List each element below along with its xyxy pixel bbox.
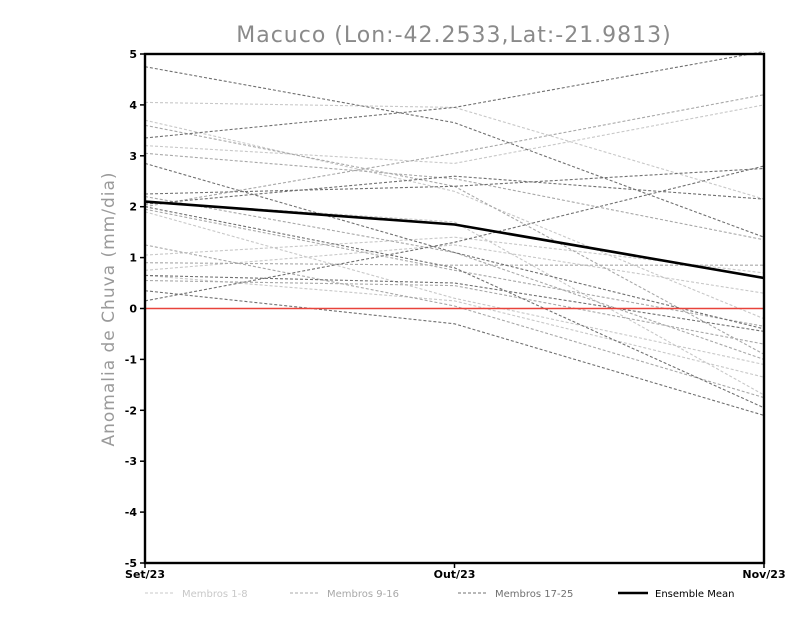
- member-line-20: [144, 167, 765, 195]
- legend: Membros 1-8 Membros 9-16 Membros 17-25 Ense…: [145, 589, 734, 600]
- ensemble-mean-line: [144, 200, 765, 280]
- y-tick-label: 0: [129, 303, 137, 316]
- y-tick-label: 4: [129, 99, 137, 112]
- y-tick-label: -5: [125, 557, 137, 570]
- y-tick-label: 3: [129, 150, 137, 163]
- member-line-10: [144, 152, 765, 241]
- member-line-2: [144, 119, 765, 320]
- y-tick-label: -1: [125, 353, 137, 366]
- member-line-25: [144, 290, 765, 416]
- legend-label-2: Membros 9-16: [327, 589, 399, 600]
- y-tick-label: -2: [125, 404, 137, 417]
- member-line-12: [144, 195, 765, 360]
- x-tick-label: Set/23: [125, 568, 165, 581]
- member-line-17: [144, 66, 765, 238]
- y-tick-label: -3: [125, 455, 137, 468]
- x-tick-label: Nov/23: [742, 568, 785, 581]
- member-line-14: [144, 262, 764, 266]
- legend-label-3: Membros 17-25: [495, 589, 573, 600]
- member-line-9: [144, 124, 765, 355]
- member-line-7: [144, 274, 765, 378]
- x-tick-label: Out/23: [434, 568, 476, 581]
- y-tick-label: 1: [129, 252, 137, 265]
- member-line-3: [144, 104, 765, 164]
- y-tick-label: -4: [125, 506, 138, 519]
- y-tick-label: 2: [129, 201, 137, 214]
- legend-label-4: Ensemble Mean: [655, 589, 734, 600]
- member-line-19: [144, 162, 765, 330]
- legend-label-1: Membros 1-8: [182, 589, 248, 600]
- member-line-15: [144, 279, 765, 345]
- member-line-13: [144, 208, 765, 327]
- y-tick-label: 5: [129, 48, 137, 61]
- member-line-22: [144, 206, 765, 409]
- member-line-24: [144, 165, 765, 302]
- member-line-16: [144, 244, 765, 399]
- series-layer: [144, 50, 765, 416]
- chart-title: Macuco (Lon:-42.2533,Lat:-21.9813): [236, 23, 672, 48]
- member-line-4: [144, 201, 765, 396]
- member-line-6: [144, 244, 765, 294]
- member-line-18: [144, 50, 765, 139]
- y-axis-label: Anomalia de Chuva (mm/dia): [99, 171, 119, 446]
- member-line-5: [144, 211, 765, 366]
